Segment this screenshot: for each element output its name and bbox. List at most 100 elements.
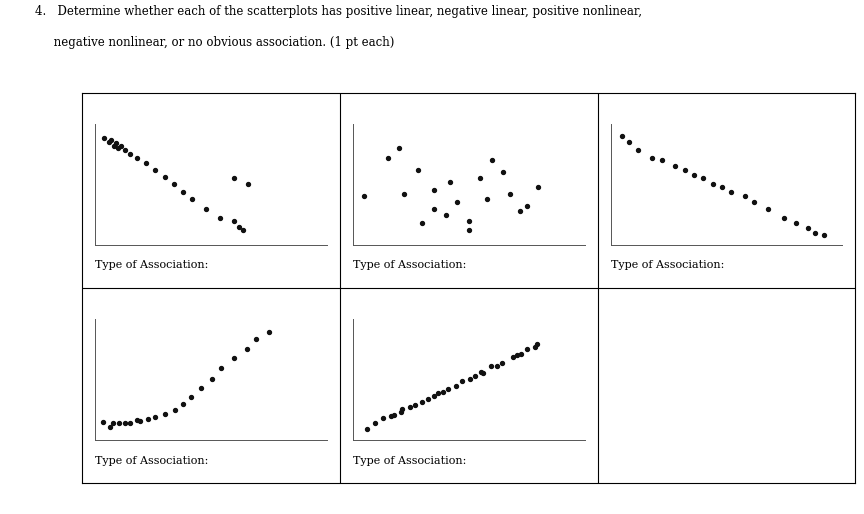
Point bbox=[381, 154, 395, 162]
Point bbox=[473, 174, 487, 182]
Point bbox=[123, 419, 137, 427]
Point bbox=[801, 224, 815, 232]
Point bbox=[175, 400, 189, 408]
Point bbox=[436, 388, 450, 396]
Point bbox=[186, 195, 200, 203]
Point bbox=[213, 214, 227, 223]
Point bbox=[98, 134, 111, 142]
Point bbox=[249, 335, 263, 343]
Point bbox=[387, 411, 401, 419]
Text: Type of Association:: Type of Association: bbox=[611, 261, 724, 270]
Point bbox=[724, 188, 738, 196]
Point bbox=[167, 180, 181, 189]
Point bbox=[442, 386, 455, 394]
Point bbox=[747, 198, 761, 207]
Point bbox=[495, 359, 509, 367]
Point bbox=[622, 138, 636, 146]
Point bbox=[480, 195, 494, 203]
Point bbox=[427, 392, 441, 400]
Text: 4.   Determine whether each of the scatterplots has positive linear, negative li: 4. Determine whether each of the scatter… bbox=[35, 5, 642, 18]
Point bbox=[106, 141, 120, 150]
Point bbox=[615, 132, 629, 140]
Point bbox=[184, 393, 198, 401]
Point bbox=[141, 414, 155, 423]
Point bbox=[200, 205, 213, 213]
Point bbox=[461, 216, 475, 225]
Point bbox=[655, 156, 669, 164]
Point bbox=[455, 377, 469, 385]
Point bbox=[789, 219, 803, 227]
Point bbox=[463, 375, 477, 383]
Point bbox=[396, 405, 410, 413]
Point bbox=[530, 340, 543, 348]
Point bbox=[474, 368, 488, 376]
Point bbox=[485, 156, 499, 164]
Point bbox=[715, 182, 728, 191]
Point bbox=[114, 141, 128, 150]
Point bbox=[497, 168, 511, 176]
Point bbox=[484, 362, 498, 370]
Point bbox=[157, 173, 171, 181]
Point bbox=[520, 202, 534, 210]
Point bbox=[416, 219, 429, 227]
Point bbox=[112, 419, 126, 427]
Point bbox=[149, 413, 162, 421]
Point bbox=[706, 180, 720, 189]
Point bbox=[645, 154, 659, 162]
Point bbox=[109, 139, 123, 147]
Point bbox=[130, 154, 143, 162]
Point bbox=[206, 375, 219, 383]
Point bbox=[513, 207, 527, 215]
Point bbox=[808, 229, 822, 237]
Point bbox=[439, 211, 453, 219]
Point bbox=[158, 410, 172, 418]
Point bbox=[449, 382, 463, 390]
Point bbox=[421, 395, 435, 403]
Point bbox=[528, 343, 542, 352]
Point bbox=[669, 162, 683, 170]
Point bbox=[118, 419, 131, 428]
Point bbox=[139, 158, 153, 167]
Point bbox=[133, 417, 147, 426]
Text: Type of Association:: Type of Association: bbox=[353, 456, 467, 466]
Point bbox=[241, 180, 255, 189]
Point bbox=[105, 135, 118, 143]
Point bbox=[504, 190, 518, 198]
Point bbox=[123, 150, 137, 158]
Point bbox=[738, 192, 752, 200]
Point bbox=[410, 166, 424, 174]
Point bbox=[431, 389, 445, 397]
Point bbox=[376, 413, 390, 421]
Point bbox=[106, 419, 120, 427]
Point bbox=[427, 186, 441, 194]
Point bbox=[103, 423, 117, 431]
Point bbox=[149, 166, 162, 174]
Point bbox=[111, 144, 125, 152]
Point bbox=[519, 345, 533, 353]
Point bbox=[632, 146, 645, 155]
Point bbox=[102, 138, 116, 146]
Point bbox=[531, 182, 545, 191]
Point bbox=[394, 408, 408, 416]
Point bbox=[490, 362, 504, 370]
Point bbox=[227, 174, 241, 182]
Text: Type of Association:: Type of Association: bbox=[95, 261, 208, 270]
Point bbox=[415, 398, 429, 406]
Point bbox=[118, 146, 132, 155]
Text: Type of Association:: Type of Association: bbox=[353, 261, 467, 270]
Point bbox=[227, 354, 241, 362]
Point bbox=[514, 350, 528, 358]
Point bbox=[240, 345, 254, 353]
Point bbox=[176, 188, 190, 196]
Point bbox=[511, 351, 524, 359]
Point bbox=[194, 384, 208, 392]
Point bbox=[678, 166, 692, 174]
Text: negative nonlinear, or no obvious association. (1 pt each): negative nonlinear, or no obvious associ… bbox=[35, 36, 394, 49]
Point bbox=[392, 144, 406, 152]
Point bbox=[263, 327, 276, 336]
Point bbox=[778, 214, 791, 223]
Point bbox=[450, 198, 464, 207]
Point bbox=[461, 226, 475, 234]
Point bbox=[214, 364, 228, 372]
Point bbox=[687, 171, 701, 179]
